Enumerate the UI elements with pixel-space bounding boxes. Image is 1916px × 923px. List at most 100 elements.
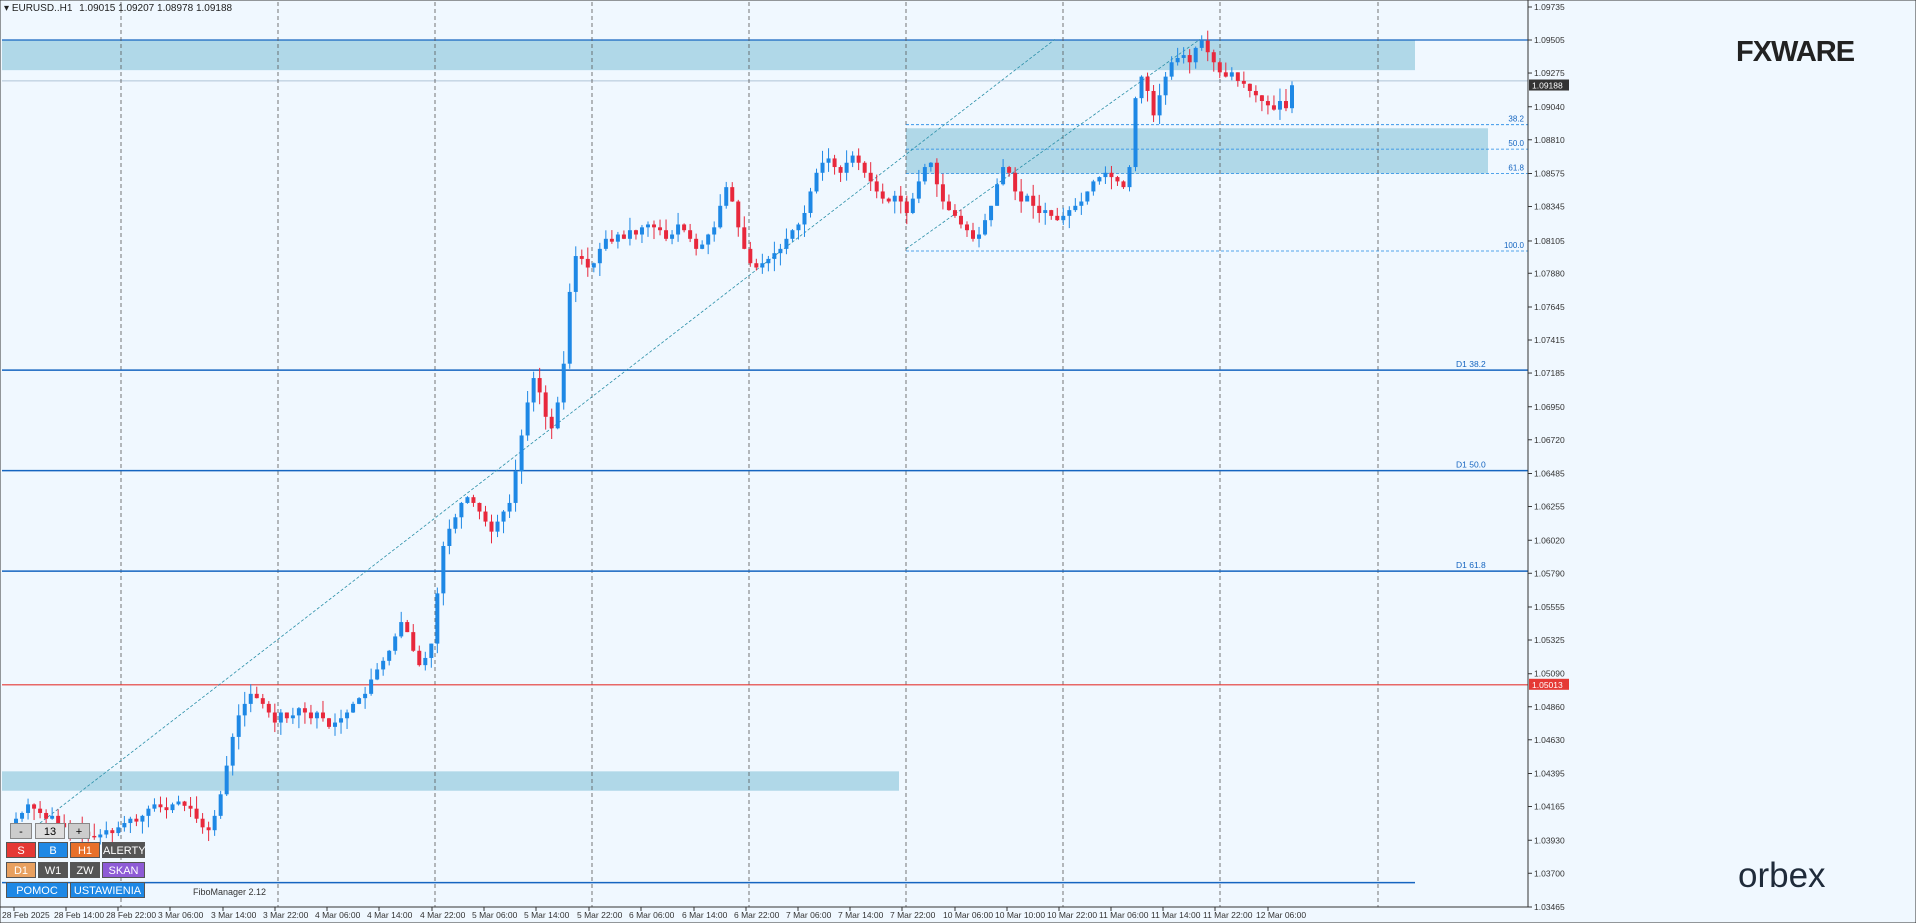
candle-body [591,263,596,268]
price-zone[interactable] [2,771,899,791]
candle-body [886,198,891,202]
y-tick-label: 1.06255 [1534,502,1565,512]
candle-body [742,227,747,249]
x-tick-label: 6 Mar 06:00 [629,910,675,920]
candle-body [928,162,933,168]
x-tick-label: 6 Mar 22:00 [734,910,780,920]
candle-body [676,224,681,235]
candle-body [242,703,247,716]
candle-body [832,158,837,168]
x-tick-label: 5 Mar 06:00 [472,910,518,920]
d1-level-label: D1 61.8 [1456,560,1486,570]
candle-body [429,643,434,658]
candle-body [1193,47,1198,63]
x-tick-label: 3 Mar 22:00 [263,910,309,920]
candle-body [904,201,909,213]
y-tick-label: 1.09040 [1534,102,1565,112]
candle-body [1013,172,1018,192]
settings-button[interactable]: USTAWIENIA [70,882,145,898]
trendline-1[interactable] [39,38,1056,824]
candle-body [977,234,982,239]
increase-button[interactable]: + [68,823,90,839]
candle-body [128,818,133,824]
candle-body [158,804,163,808]
x-tick-label: 4 Mar 22:00 [420,910,466,920]
zw-button[interactable]: ZW [70,862,100,878]
candle-body [308,712,313,719]
candle-body [218,794,223,816]
candle-body [1223,72,1228,77]
candle-body [140,815,145,822]
sell-button[interactable]: S [6,842,36,858]
candle-body [405,622,410,633]
supply-demand-zones [2,39,1528,791]
candle-body [579,256,584,259]
candle-body [898,195,903,202]
candle-body [296,708,301,716]
candle-body [621,234,626,239]
d1-button[interactable]: D1 [6,862,36,878]
d1-level-label: D1 38.2 [1456,359,1486,369]
candle-body [14,818,19,824]
price-zone[interactable] [906,128,1488,174]
candle-body [20,812,25,819]
dropdown-triangle-icon[interactable]: ▾ [4,3,10,14]
candle-body [98,834,103,838]
h1-button[interactable]: H1 [70,842,100,858]
candle-body [236,715,241,737]
candle-body [525,402,530,436]
buy-button[interactable]: B [38,842,68,858]
price-zone[interactable] [2,40,1415,71]
candle-body [272,712,277,723]
candle-body [447,528,452,546]
candle-body [1085,191,1090,202]
current-price-text: 1.09188 [1532,81,1563,91]
candle-body [670,234,675,239]
candle-body [326,718,331,727]
orbex-logo: orbex [1738,856,1826,895]
candle-body [1169,62,1174,77]
y-tick-label: 1.08810 [1534,135,1565,145]
candle-body [32,804,37,809]
y-tick-label: 1.03700 [1534,868,1565,878]
candle-body [1199,40,1204,48]
period-value[interactable]: 13 [35,823,65,839]
y-tick-label: 1.08345 [1534,202,1565,212]
y-tick-label: 1.08575 [1534,169,1565,179]
decrease-button[interactable]: - [10,823,32,839]
candle-body [766,258,771,264]
candle-body [718,205,723,228]
candle-body [200,818,205,828]
candle-body [519,435,524,472]
x-tick-label: 3 Mar 06:00 [158,910,204,920]
x-tick-label: 11 Mar 22:00 [1203,910,1253,920]
w1-button[interactable]: W1 [38,862,68,878]
scan-button[interactable]: SKAN [102,862,145,878]
candle-body [916,181,921,199]
x-tick-label: 12 Mar 06:00 [1256,910,1306,920]
candle-body [483,511,488,522]
candle-body [152,804,157,809]
candle-body [387,650,392,661]
y-tick-label: 1.06020 [1534,535,1565,545]
candle-body [555,402,560,429]
candle-body [880,191,885,199]
help-button[interactable]: POMOC [6,882,68,898]
candle-body [1061,215,1066,221]
candle-body [224,765,229,795]
candle-body [110,830,115,834]
candle-body [952,210,957,216]
candle-body [453,517,458,529]
candle-body [441,545,446,594]
candle-body [320,712,325,719]
candle-body [1115,177,1120,182]
price-candles [14,30,1294,846]
candle-body [1151,90,1156,116]
y-tick-label: 1.05090 [1534,669,1565,679]
candle-body [615,234,620,242]
candle-body [537,378,542,393]
alerts-button[interactable]: ALERTY [102,842,146,858]
y-tick-label: 1.05555 [1534,602,1565,612]
